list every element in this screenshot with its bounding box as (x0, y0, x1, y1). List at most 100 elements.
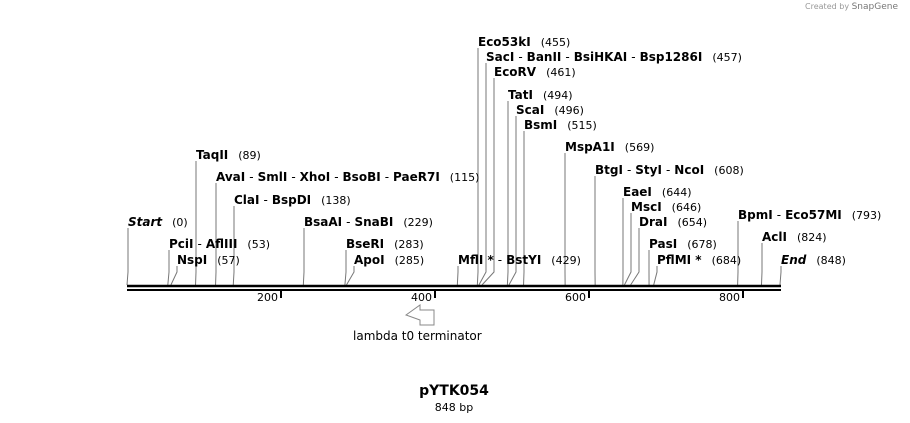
site-label[interactable]: PciI - AflIII (53) (169, 237, 270, 252)
enzyme-name[interactable]: AflIII (205, 237, 238, 251)
site-position: (115) (449, 171, 480, 184)
enzyme-name[interactable]: MflI * (458, 253, 494, 267)
enzyme-name[interactable]: EaeI (623, 185, 652, 199)
enzyme-name[interactable]: MspA1I (565, 140, 615, 154)
enzyme-name[interactable]: End (781, 253, 807, 267)
enzyme-name[interactable]: BspDI (271, 193, 312, 207)
enzyme-name[interactable]: BanII (526, 50, 562, 64)
site-label[interactable]: TatI (494) (508, 88, 573, 103)
enzyme-name[interactable]: PflMI * (657, 253, 702, 267)
enzyme-name[interactable]: BstYI (506, 253, 542, 267)
enzyme-name[interactable]: XhoI (299, 170, 331, 184)
site-position: (569) (624, 141, 655, 154)
separator: - (497, 253, 503, 267)
site-line (506, 101, 509, 286)
site-position: (848) (816, 254, 846, 267)
enzyme-name[interactable]: EcoRV (494, 65, 537, 79)
site-line (779, 266, 782, 286)
snapgene-logo: SnapGene (851, 2, 898, 12)
enzyme-name[interactable]: BseRI (346, 237, 385, 251)
enzyme-name[interactable]: ScaI (516, 103, 545, 117)
site-label[interactable]: SacI - BanII - BsiHKAI - Bsp1286I (457) (486, 50, 742, 65)
site-label[interactable]: MflI * - BstYI (429) (458, 253, 581, 268)
separator: - (249, 170, 254, 184)
site-line (623, 213, 632, 286)
enzyme-name[interactable]: NspI (177, 253, 208, 267)
site-line (302, 228, 305, 286)
enzyme-name[interactable]: SmlI (257, 170, 288, 184)
snapgene-credit: Created by SnapGene (805, 2, 898, 12)
enzyme-name[interactable]: PasI (649, 237, 678, 251)
site-line (456, 266, 459, 286)
site-position: (515) (567, 119, 597, 132)
enzyme-name[interactable]: Bsp1286I (639, 50, 703, 64)
enzyme-name[interactable]: TatI (508, 88, 533, 102)
site-label[interactable]: ScaI (496) (516, 103, 584, 118)
site-label[interactable]: BsmI (515) (524, 118, 597, 133)
separator: - (346, 215, 351, 229)
enzyme-name[interactable]: BsaAI (304, 215, 343, 229)
enzyme-name[interactable]: MscI (631, 200, 662, 214)
enzyme-name[interactable]: BsmI (524, 118, 558, 132)
site-label[interactable]: PasI (678) (649, 237, 717, 252)
site-label[interactable]: AclI (824) (762, 230, 827, 245)
site-label[interactable]: Eco53kI (455) (478, 35, 570, 50)
site-label[interactable]: Start (0) (128, 215, 188, 230)
site-label[interactable]: BseRI (283) (346, 237, 424, 252)
enzyme-name[interactable]: AclI (762, 230, 787, 244)
enzyme-name[interactable]: DraI (639, 215, 668, 229)
separator: - (631, 50, 636, 64)
enzyme-name[interactable]: NcoI (674, 163, 705, 177)
site-label[interactable]: End (848) (781, 253, 846, 268)
enzyme-name[interactable]: Eco57MI (785, 208, 842, 222)
site-label[interactable]: BtgI - StyI - NcoI (608) (595, 163, 744, 178)
feature-label[interactable]: lambda t0 terminator (353, 329, 482, 343)
enzyme-name[interactable]: PciI (169, 237, 194, 251)
enzyme-name[interactable]: BsoBI (342, 170, 381, 184)
enzyme-name[interactable]: SnaBI (354, 215, 394, 229)
enzyme-name[interactable]: SacI (486, 50, 515, 64)
site-label[interactable]: TaqII (89) (196, 148, 261, 163)
enzyme-name[interactable]: BsiHKAI (573, 50, 628, 64)
separator: - (626, 163, 632, 177)
site-label[interactable]: BpmI - Eco57MI (793) (738, 208, 881, 223)
enzyme-name[interactable]: PaeR7I (393, 170, 440, 184)
site-position: (644) (661, 186, 692, 199)
terminator-feature-arrow[interactable] (404, 304, 435, 326)
site-label[interactable]: NspI (57) (177, 253, 240, 268)
site-position: (646) (671, 201, 702, 214)
site-label[interactable]: MscI (646) (631, 200, 701, 215)
site-label[interactable]: EaeI (644) (623, 185, 692, 200)
site-position: (229) (403, 216, 433, 229)
enzyme-name[interactable]: AvaI (216, 170, 246, 184)
site-position: (793) (851, 209, 882, 222)
enzyme-name[interactable]: Start (128, 215, 163, 229)
site-label[interactable]: DraI (654) (639, 215, 707, 230)
separator: - (334, 170, 339, 184)
site-label[interactable]: MspA1I (569) (565, 140, 654, 155)
site-position: (824) (796, 231, 827, 244)
enzyme-name[interactable]: BpmI (738, 208, 773, 222)
enzyme-name[interactable]: ApoI (354, 253, 385, 267)
site-label[interactable]: ClaI - BspDI (138) (234, 193, 351, 208)
site-label[interactable]: BsaAI - SnaBI (229) (304, 215, 433, 230)
enzyme-name[interactable]: Eco53kI (478, 35, 531, 49)
site-position: (496) (554, 104, 584, 117)
site-position: (138) (321, 194, 351, 207)
site-line (344, 250, 347, 286)
separator: - (197, 237, 202, 251)
enzyme-name[interactable]: StyI (635, 163, 662, 177)
site-label[interactable]: PflMI * (684) (657, 253, 741, 268)
site-line (508, 116, 517, 286)
enzyme-name[interactable]: BtgI (595, 163, 623, 177)
site-label[interactable]: ApoI (285) (354, 253, 424, 268)
site-label[interactable]: AvaI - SmlI - XhoI - BsoBI - PaeR7I (115) (216, 170, 479, 185)
enzyme-name[interactable]: ClaI (234, 193, 260, 207)
plasmid-length: 848 bp (434, 401, 474, 414)
enzyme-name[interactable]: TaqII (196, 148, 229, 162)
site-label[interactable]: EcoRV (461) (494, 65, 576, 80)
tick-label: 200 (257, 291, 278, 304)
site-position: (283) (394, 238, 424, 251)
separator: - (518, 50, 523, 64)
